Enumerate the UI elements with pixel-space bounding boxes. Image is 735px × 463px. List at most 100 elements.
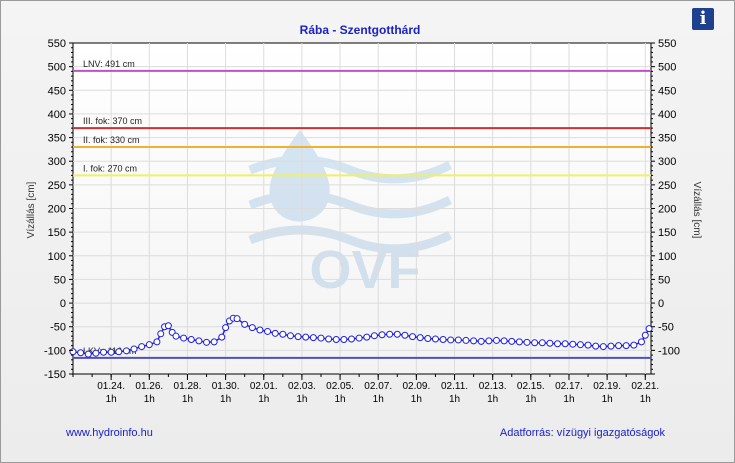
x-tick-label-date: 02.13. xyxy=(479,381,507,392)
data-point xyxy=(210,338,218,346)
y-tick-label-left: 100 xyxy=(48,251,66,263)
data-point xyxy=(286,332,294,340)
x-tick-label-date: 02.03. xyxy=(288,381,316,392)
chart-title: Rába - Szentgotthárd xyxy=(300,23,421,37)
info-button[interactable]: i xyxy=(692,8,714,30)
data-point xyxy=(523,338,531,346)
x-tick-label-date: 02.09. xyxy=(402,381,430,392)
x-tick-label-hour: 1h xyxy=(411,394,422,405)
data-point xyxy=(531,339,539,347)
x-tick-label-hour: 1h xyxy=(144,394,155,405)
x-tick-label-date: 01.24. xyxy=(97,381,125,392)
data-point xyxy=(355,334,363,342)
data-point xyxy=(538,339,546,347)
y-tick-label-right: 50 xyxy=(658,274,670,286)
data-point xyxy=(203,338,211,346)
y-tick-label-right: 400 xyxy=(658,109,676,121)
data-point xyxy=(615,342,623,350)
data-point xyxy=(180,334,188,342)
y-axis-label-left: Vízállás [cm] xyxy=(26,181,37,238)
data-point xyxy=(145,341,153,349)
data-point xyxy=(477,337,485,345)
x-tick-label-hour: 1h xyxy=(373,394,384,405)
data-point xyxy=(546,339,554,347)
y-tick-label-left: 350 xyxy=(48,133,66,145)
x-tick-label-hour: 1h xyxy=(563,394,574,405)
data-point xyxy=(195,337,203,345)
data-point xyxy=(500,337,508,345)
x-tick-label-date: 01.30. xyxy=(212,381,240,392)
data-point xyxy=(508,337,516,345)
data-point xyxy=(462,336,470,344)
data-point xyxy=(645,325,653,333)
data-point xyxy=(256,326,264,334)
y-tick-label-right: 250 xyxy=(658,180,676,192)
data-point xyxy=(515,338,523,346)
y-tick-label-left: 300 xyxy=(48,156,66,168)
y-axis-label-right: Vízállás [cm] xyxy=(691,182,702,239)
data-point xyxy=(599,343,607,351)
hydroinfo-link[interactable]: www.hydroinfo.hu xyxy=(66,427,153,439)
y-tick-label-right: -100 xyxy=(658,345,680,357)
y-tick-label-left: 200 xyxy=(48,204,66,216)
data-point xyxy=(630,341,638,349)
y-tick-label-left: -150 xyxy=(44,369,66,381)
data-point xyxy=(584,341,592,349)
data-point xyxy=(409,333,417,341)
wave-shape-3 xyxy=(248,225,453,254)
data-point xyxy=(241,320,249,328)
x-tick-label-date: 02.15. xyxy=(517,381,545,392)
data-point xyxy=(370,332,378,340)
data-point xyxy=(271,329,279,337)
data-point xyxy=(576,341,584,349)
y-tick-label-left: 250 xyxy=(48,180,66,192)
threshold-label: II. fok: 330 cm xyxy=(83,135,140,145)
data-point xyxy=(485,337,493,345)
data-point xyxy=(92,349,100,357)
y-tick-label-left: 50 xyxy=(54,274,66,286)
data-point xyxy=(187,335,195,343)
x-tick-label-date: 01.26. xyxy=(135,381,163,392)
threshold-label: LNV: 491 cm xyxy=(83,59,135,69)
x-tick-label-hour: 1h xyxy=(106,394,117,405)
y-tick-label-left: 400 xyxy=(48,109,66,121)
data-point xyxy=(454,336,462,344)
y-tick-label-right: 550 xyxy=(658,38,676,50)
data-point xyxy=(348,335,356,343)
y-tick-label-left: 0 xyxy=(60,298,66,310)
data-point xyxy=(309,334,317,342)
y-tick-label-left: -50 xyxy=(50,322,66,334)
y-tick-label-right: 350 xyxy=(658,133,676,145)
data-point xyxy=(431,335,439,343)
data-point xyxy=(569,340,577,348)
y-tick-label-left: 550 xyxy=(48,38,66,50)
x-tick-label-date: 02.01. xyxy=(250,381,278,392)
data-point xyxy=(218,333,226,341)
y-tick-label-right: -50 xyxy=(658,322,674,334)
data-point xyxy=(77,349,85,357)
data-point xyxy=(622,342,630,350)
x-tick-label-hour: 1h xyxy=(182,394,193,405)
data-point xyxy=(592,342,600,350)
y-tick-label-right: 500 xyxy=(658,62,676,74)
data-point xyxy=(637,338,645,346)
data-point xyxy=(222,324,230,332)
y-tick-label-right: 450 xyxy=(658,85,676,97)
data-point xyxy=(340,335,348,343)
data-point xyxy=(115,348,123,356)
data-point xyxy=(233,315,241,323)
data-point xyxy=(153,338,161,346)
x-tick-label-hour: 1h xyxy=(335,394,346,405)
y-tick-label-left: 150 xyxy=(48,227,66,239)
data-point xyxy=(248,324,256,332)
data-point xyxy=(424,335,432,343)
data-point xyxy=(157,330,165,338)
data-point xyxy=(172,332,180,340)
x-tick-label-date: 02.11. xyxy=(441,381,468,392)
data-point xyxy=(393,330,401,338)
x-tick-label-date: 02.17. xyxy=(555,381,583,392)
x-tick-label-date: 01.28. xyxy=(174,381,202,392)
data-point xyxy=(554,340,562,348)
data-point xyxy=(378,331,386,339)
